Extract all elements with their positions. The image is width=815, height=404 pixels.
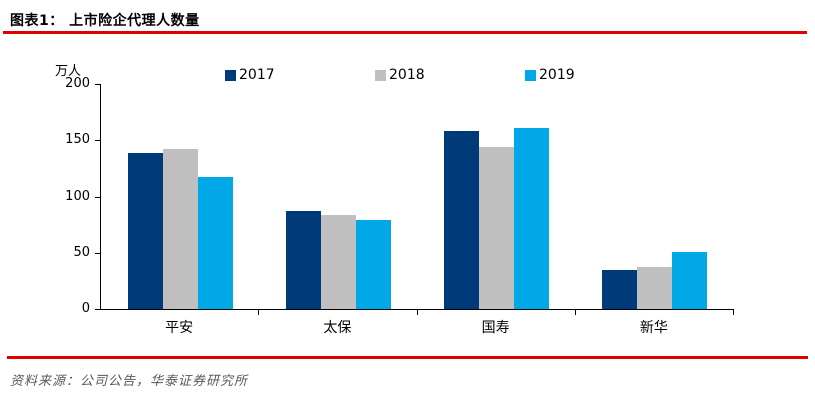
y-axis-tick-label: 0	[81, 301, 90, 316]
legend: 2017 2018 2019	[0, 67, 815, 85]
bar-国寿-2018	[479, 147, 515, 309]
x-axis-tick-mark	[258, 310, 260, 315]
legend-item-2018: 2018	[375, 67, 425, 83]
category-label-平安: 平安	[165, 320, 194, 336]
y-axis-tick-mark	[95, 196, 100, 198]
legend-label: 2017	[239, 67, 275, 83]
y-axis-tick-label: 100	[65, 188, 90, 204]
legend-label: 2019	[539, 67, 575, 83]
category-label-国寿: 国寿	[481, 320, 510, 336]
legend-swatch-icon	[525, 69, 536, 81]
y-axis-tick-mark	[95, 252, 100, 254]
category-label-新华: 新华	[639, 320, 668, 336]
bottom-rule	[7, 356, 808, 359]
y-axis-tick-mark	[95, 140, 100, 142]
y-axis-tick-label: 150	[65, 132, 90, 148]
bar-平安-2019	[197, 177, 233, 309]
bar-平安-2017	[127, 152, 163, 309]
y-axis-tick-label: 50	[73, 244, 90, 260]
legend-label: 2018	[389, 67, 425, 83]
bar-group-太保	[259, 84, 417, 309]
bar-太保-2017	[285, 211, 321, 309]
bar-group-平安	[101, 84, 259, 309]
source-note: 资料来源：公司公告，华泰证券研究所	[10, 374, 249, 389]
y-axis-tick-mark	[95, 309, 100, 310]
x-axis-tick-mark	[416, 310, 418, 315]
bar-group-新华	[576, 84, 734, 309]
bar-国寿-2019	[514, 127, 550, 309]
bar-国寿-2017	[444, 131, 480, 309]
bar-平安-2018	[162, 149, 198, 309]
legend-item-2017: 2017	[225, 67, 275, 83]
bar-新华-2018	[637, 267, 673, 309]
y-axis-unit-label: 万人	[55, 64, 82, 79]
legend-item-2019: 2019	[525, 67, 575, 83]
plot-area	[100, 84, 734, 310]
x-axis-tick-mark	[733, 310, 734, 315]
legend-swatch-icon	[375, 69, 386, 81]
legend-swatch-icon	[225, 69, 236, 81]
bar-太保-2018	[320, 214, 356, 309]
bar-太保-2019	[355, 220, 391, 309]
y-axis-tick-mark	[95, 84, 100, 85]
bar-新华-2019	[672, 251, 708, 309]
top-rule	[3, 31, 807, 34]
bar-group-国寿	[418, 84, 576, 309]
y-axis-tick-label: 200	[65, 76, 90, 91]
bar-新华-2017	[602, 269, 638, 309]
x-axis-tick-mark	[574, 310, 576, 315]
figure-title: 图表1： 上市险企代理人数量	[10, 13, 200, 29]
category-label-太保: 太保	[323, 320, 352, 336]
